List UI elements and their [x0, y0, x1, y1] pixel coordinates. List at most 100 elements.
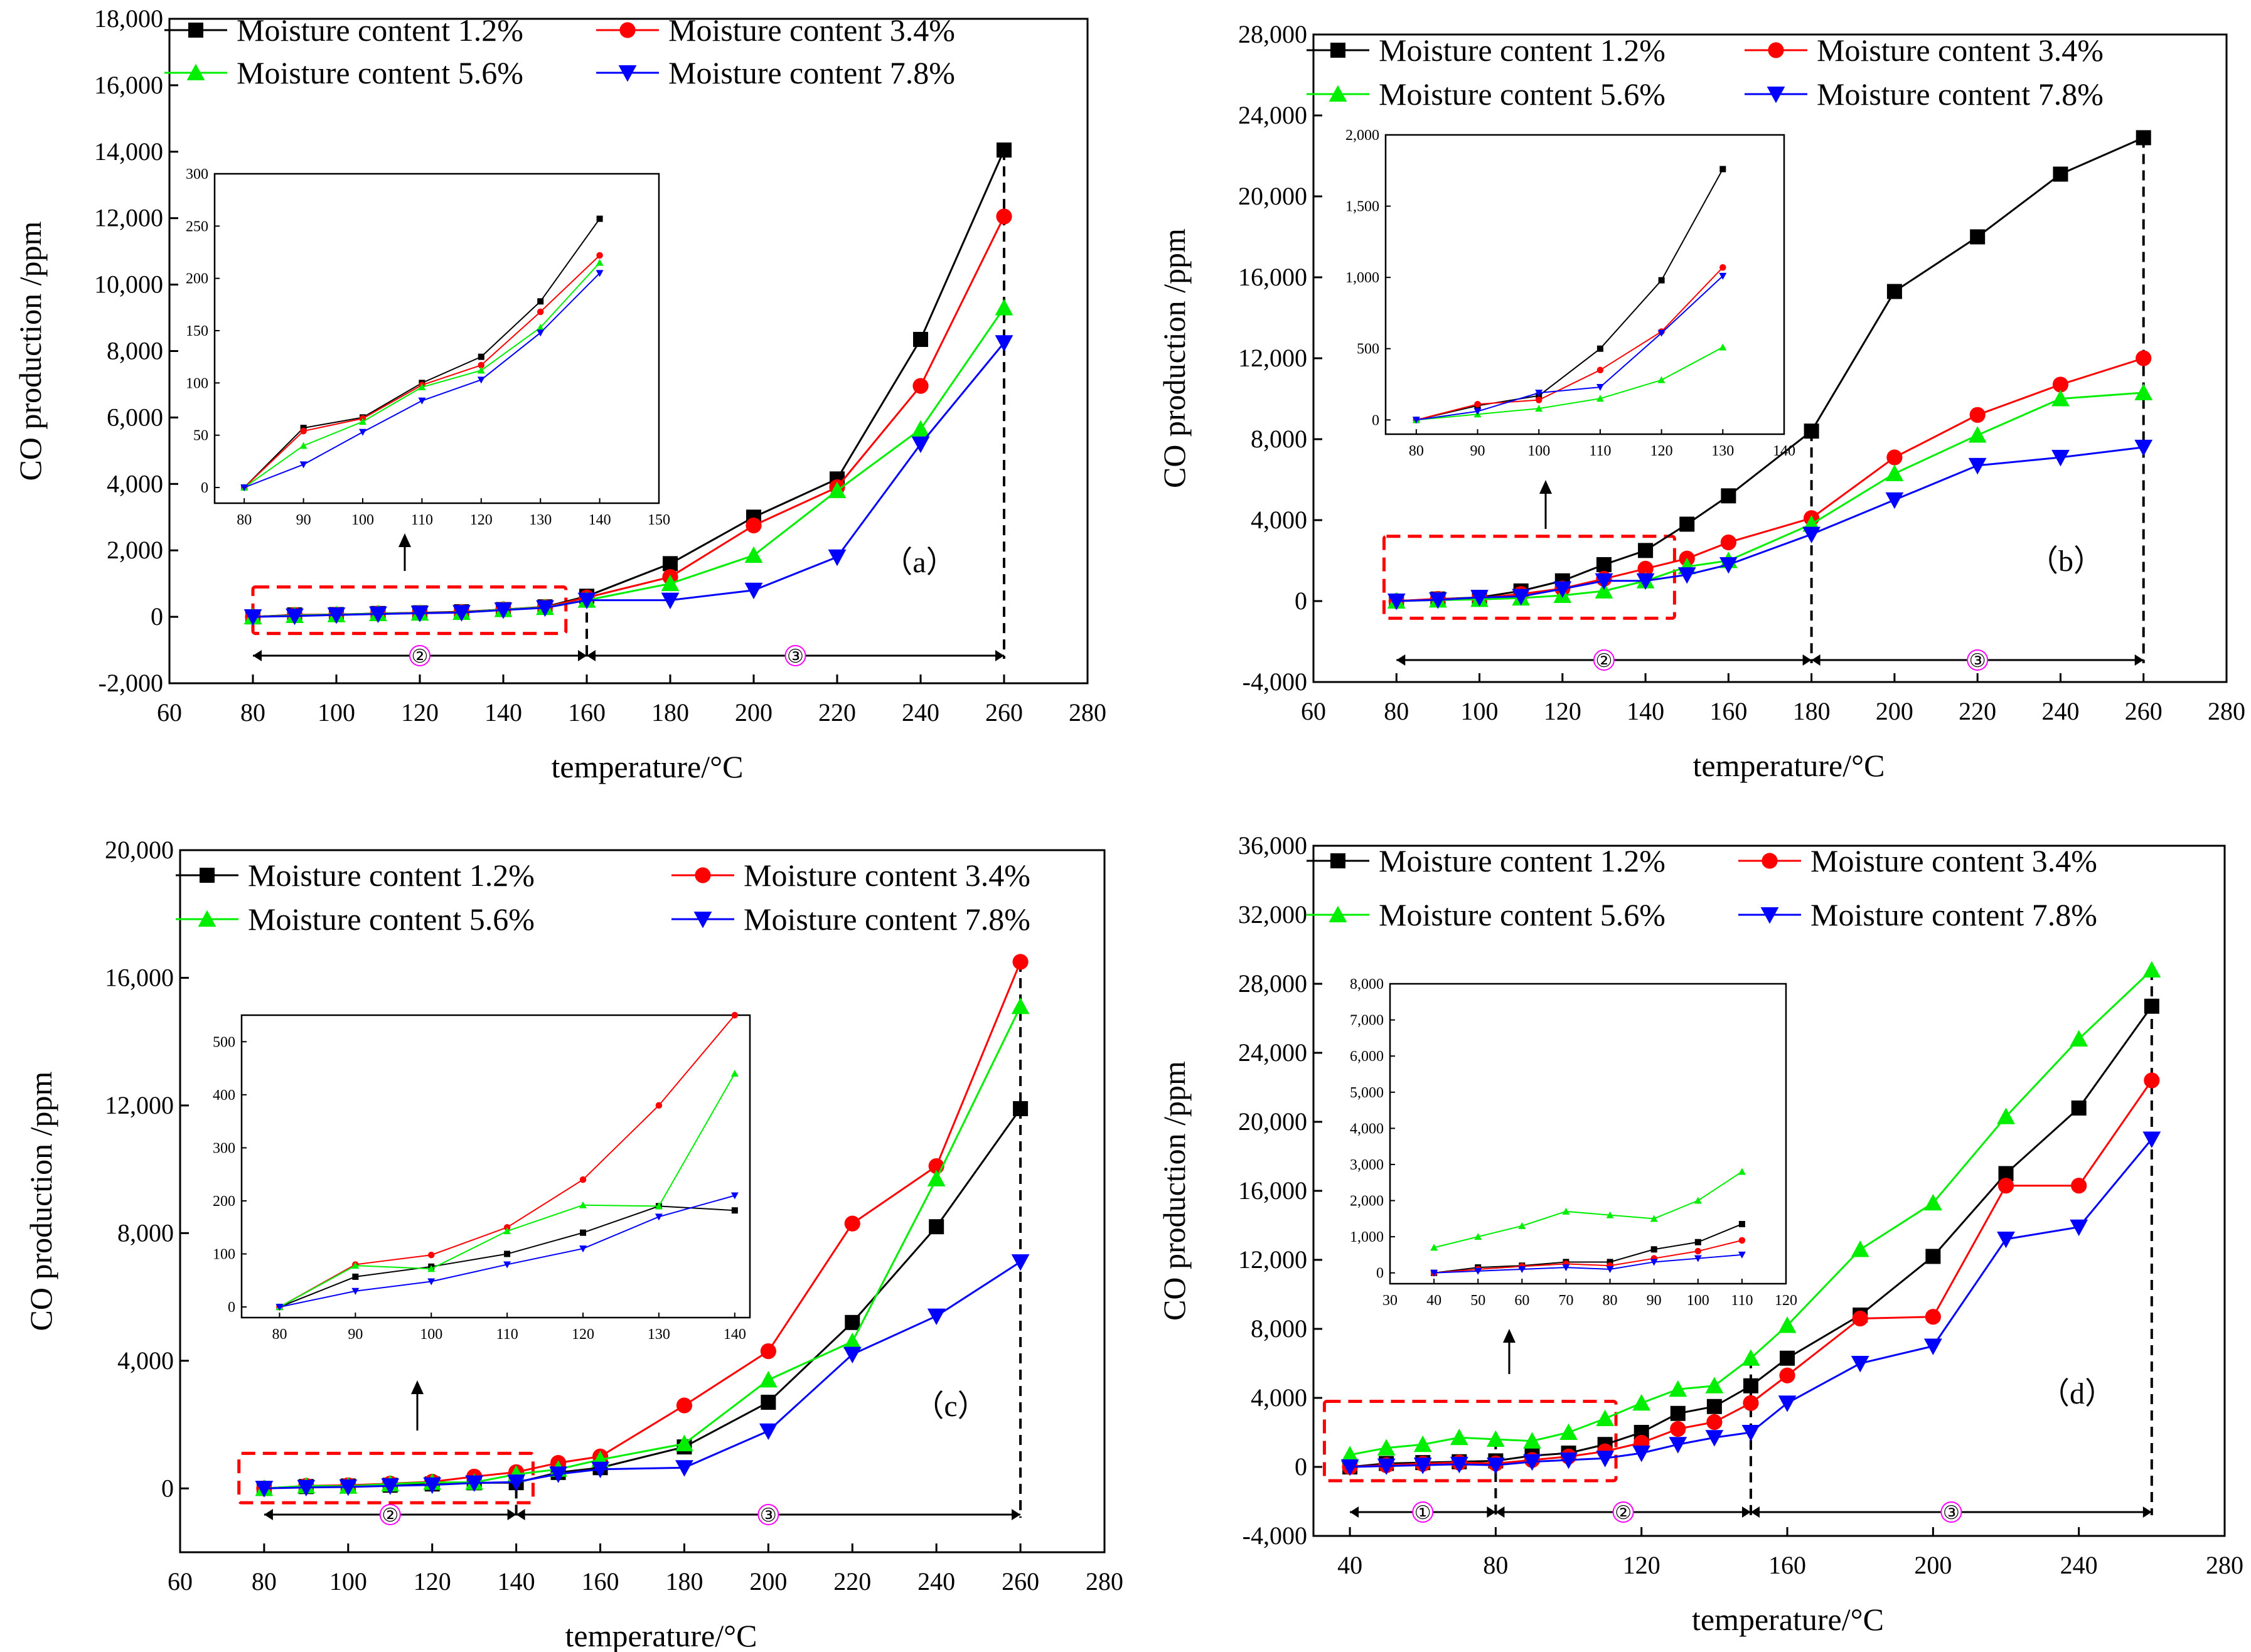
x-tick-label: 220: [1959, 697, 1996, 725]
x-tick-label: 140: [498, 1567, 535, 1596]
data-point: [381, 1478, 400, 1495]
inset-data-point: [1474, 1233, 1482, 1240]
data-point: [2134, 383, 2153, 400]
data-point: [927, 1308, 946, 1326]
zoom-arrow-head: [1503, 1329, 1516, 1343]
data-point: [1679, 516, 1695, 532]
data-point: [1012, 954, 1029, 970]
data-point: [663, 556, 678, 572]
inset-data-point: [478, 353, 484, 360]
data-point: [507, 1474, 526, 1491]
x-tick-label: 200: [735, 698, 773, 727]
chart-a: 60 80 100 120 140 160 180 200 220 240 260 280 -2,000…: [13, 4, 1106, 784]
data-point: [1387, 594, 1406, 610]
data-point: [1636, 573, 1655, 590]
x-tick-label: 140: [1627, 697, 1664, 725]
inset-x-tick-label: 90: [296, 512, 311, 528]
zoom-arrow-head: [1539, 480, 1552, 494]
data-point: [1632, 1446, 1651, 1463]
y-tick-label: 4,000: [107, 469, 163, 498]
data-point: [2136, 130, 2151, 146]
inset-data-point: [1719, 343, 1727, 351]
data-point: [661, 592, 680, 610]
inset-data-point: [1606, 1211, 1614, 1218]
inset-x-tick-label: 120: [572, 1326, 594, 1343]
inset-data-point: [1657, 376, 1666, 383]
data-point: [1885, 492, 1904, 509]
stage-arrow-head: [995, 650, 1004, 661]
y-tick-label: 6,000: [107, 403, 163, 431]
inset-data-point: [1650, 1259, 1658, 1266]
stage-label: ②: [382, 1505, 398, 1526]
data-point: [2071, 1100, 2087, 1116]
inset-data-point: [1596, 366, 1604, 374]
data-point: [661, 574, 680, 592]
stage-arrow-head: [253, 650, 262, 661]
data-point: [591, 1461, 609, 1479]
data-point: [339, 1479, 358, 1496]
inset-x-tick-label: 150: [648, 512, 670, 528]
inset-data-point: [731, 1207, 738, 1214]
legend-label: Moisture content 7.8%: [1817, 77, 2104, 112]
data-point: [1970, 229, 1986, 245]
data-point: [828, 481, 847, 498]
stage-marker: [409, 645, 430, 666]
y-tick-label: 20,000: [105, 836, 174, 864]
x-tick-label: 280: [2206, 1551, 2243, 1579]
data-point: [1705, 1377, 1724, 1394]
stage-marker: [757, 1504, 779, 1525]
data-point: [2051, 390, 2070, 407]
legend-label: Moisture content 3.4%: [1817, 33, 2104, 68]
legend-label: Moisture content 7.8%: [1810, 897, 2097, 932]
legend-marker: [695, 867, 711, 883]
inset-frame: [1389, 983, 1787, 1285]
inset-x-tick-label: 90: [348, 1326, 363, 1343]
legend-marker: [1330, 853, 1345, 868]
data-point: [1706, 1414, 1723, 1431]
data-point: [911, 420, 930, 437]
y-tick-label: 12,000: [1238, 344, 1307, 372]
data-point: [1596, 557, 1612, 572]
inset-data-point: [537, 308, 544, 316]
series-line: [1396, 446, 2144, 602]
stage-arrow-head: [1802, 654, 1812, 666]
legend-label: Moisture content 1.2%: [1379, 843, 1666, 878]
data-point: [2070, 1030, 2088, 1047]
y-tick-label: -4,000: [1243, 668, 1307, 696]
inset-data-point: [579, 1201, 587, 1208]
inset-data-point: [1738, 1251, 1746, 1259]
data-point: [676, 1397, 693, 1414]
inset-x-tick-label: 40: [1426, 1292, 1441, 1309]
data-point: [1719, 557, 1738, 574]
data-point: [997, 142, 1012, 158]
inset-data-point: [655, 1102, 663, 1109]
data-point: [1851, 1356, 1869, 1373]
stage-arrow-head: [2134, 654, 2144, 666]
y-tick-label: 10,000: [94, 270, 163, 299]
data-point: [1885, 464, 1904, 481]
x-tick-label: 220: [818, 698, 856, 727]
inset-x-tick-label: 100: [1687, 1292, 1709, 1309]
zoom-arrow-head: [398, 533, 411, 547]
x-axis-title: temperature/°C: [565, 1618, 757, 1652]
stage-arrow-head: [1012, 1509, 1021, 1520]
inset-series-4: [275, 1192, 739, 1311]
panel-label: （b）: [2028, 545, 2104, 578]
data-point: [675, 1434, 693, 1452]
stage-marker: [1612, 1501, 1634, 1523]
series-3: [1340, 961, 2161, 1463]
stage-marker: [1967, 649, 1989, 671]
data-point: [1413, 1435, 1432, 1452]
inset-y-tick-label: 6,000: [1350, 1048, 1384, 1065]
data-point: [1997, 1178, 2014, 1194]
x-tick-label: 280: [1069, 698, 1106, 727]
inset-data-point: [537, 324, 545, 331]
y-tick-label: 0: [1295, 587, 1307, 615]
inset-data-point: [1738, 1220, 1745, 1227]
y-tick-label: 32,000: [1238, 900, 1307, 929]
data-point: [1778, 1395, 1797, 1412]
series-4: [1387, 439, 2153, 610]
data-point: [1011, 997, 1030, 1015]
inset-data-point: [427, 1251, 435, 1259]
x-tick-label: 120: [1623, 1551, 1660, 1579]
